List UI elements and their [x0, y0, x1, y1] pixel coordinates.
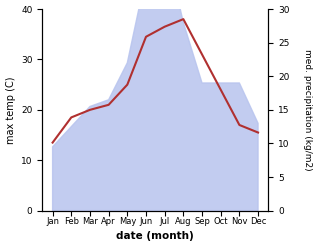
X-axis label: date (month): date (month) — [116, 231, 194, 242]
Y-axis label: med. precipitation (kg/m2): med. precipitation (kg/m2) — [303, 49, 313, 171]
Y-axis label: max temp (C): max temp (C) — [5, 76, 16, 144]
